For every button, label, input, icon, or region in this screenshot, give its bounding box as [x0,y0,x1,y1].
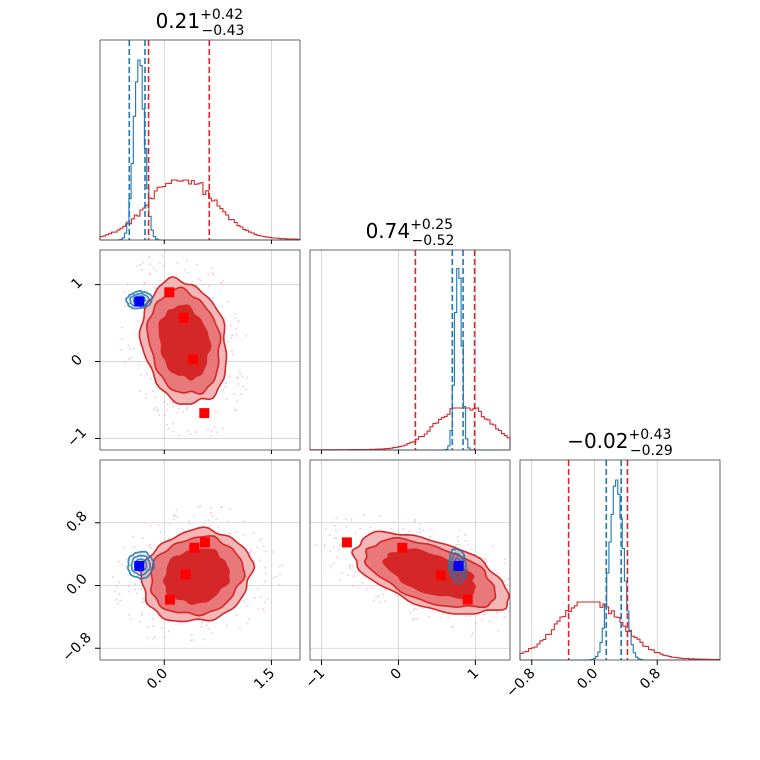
red-marker-1-0-2 [187,354,198,365]
blue-histogram-2 [520,479,720,661]
panel-title-2: −0.02+0.43 −0.29 [567,427,673,459]
x-tick-label-2-0: −0.8 [503,666,538,701]
blue-contour-2-0-1 [130,554,151,576]
red-marker-2-1-0 [341,537,352,548]
panel-frame-2-1 [309,459,511,661]
contour-panel-2-0 [112,505,284,642]
red-marker-1-0-1 [178,312,189,323]
x-tick-label-1-2: 1 [465,666,483,684]
red-marker-1-0-3 [199,408,210,419]
blue-contour-2-1-1 [450,551,465,580]
contour-panel-2-1 [314,513,510,637]
red-contour-2-0-2 [162,548,230,605]
panel-title-0: 0.21+0.42 −0.43 [156,7,245,39]
red-marker-2-1-1 [397,542,408,553]
red-marker-2-0-1 [189,542,200,553]
panel-frame-1-1 [309,249,511,451]
panel-frame-1-0 [99,249,301,451]
red-marker-2-1-2 [435,570,446,581]
x-tick-label-0-1: 1.5 [251,666,278,693]
panel-frame-0-0 [99,39,301,241]
x-tick-label-2-1: 0.0 [574,666,601,693]
x-tick-label-1-1: 0 [388,666,406,684]
panel-title-1: 0.74+0.25 −0.52 [366,217,455,249]
red-histogram-2 [519,601,721,661]
y-tick-label-1-0: −1 [64,425,90,451]
y-tick-label-2-2: 0.8 [64,508,91,535]
red-marker-2-0-2 [180,569,191,580]
panel-frame-2-2 [519,459,721,661]
blue-marker-1-0-0 [134,296,145,307]
red-marker-1-0-0 [164,287,175,298]
blue-marker-2-0-0 [134,560,145,571]
panel-frame-2-0 [99,459,301,661]
blue-histogram-1 [310,267,510,451]
x-tick-label-1-0: −1 [302,666,328,692]
y-tick-label-2-0: −0.8 [59,630,94,665]
x-tick-label-2-2: 0.8 [637,666,664,693]
blue-contour-1-0-0 [125,289,154,310]
y-tick-label-2-1: 0.0 [64,571,91,598]
red-marker-2-0-0 [200,537,210,548]
blue-contour-1-0-1 [129,292,151,308]
red-marker-2-1-3 [462,594,473,605]
blue-marker-2-1-0 [453,560,464,571]
blue-contour-2-0-0 [126,550,156,580]
red-histogram-0 [99,179,301,240]
y-tick-label-1-1: 0 [68,352,86,370]
contour-panel-1-0 [120,254,249,437]
blue-contour-2-1-0 [448,547,468,585]
red-marker-2-0-3 [165,594,175,605]
red-histogram-1 [309,407,511,451]
x-tick-label-0-0: 0.0 [144,666,171,693]
y-tick-label-1-2: 1 [68,275,86,293]
